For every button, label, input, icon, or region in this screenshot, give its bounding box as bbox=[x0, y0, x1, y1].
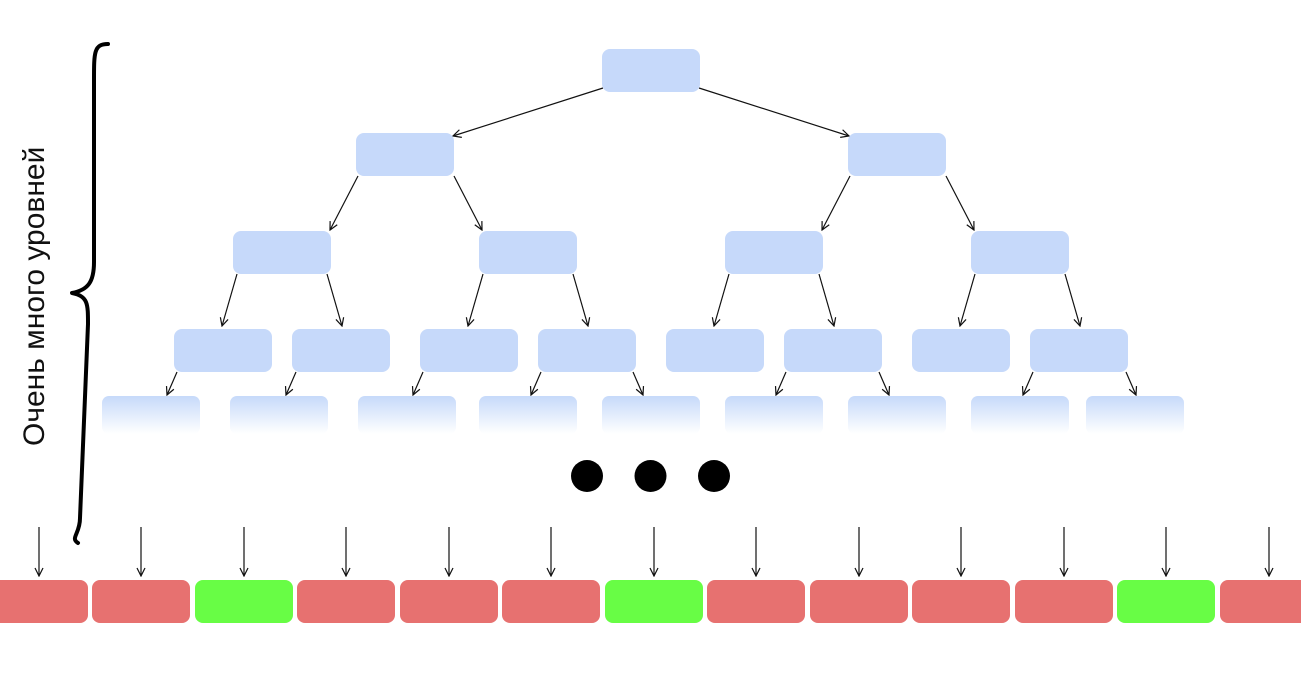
fading-node bbox=[725, 396, 823, 434]
tree-edge bbox=[822, 175, 851, 230]
ellipsis-dot bbox=[571, 460, 603, 492]
ellipsis-dot bbox=[698, 460, 730, 492]
leaf-arrows bbox=[39, 527, 1269, 576]
ellipsis-dot bbox=[634, 460, 667, 492]
leaf-negative bbox=[400, 580, 498, 623]
fading-node bbox=[102, 396, 200, 434]
leaf-negative bbox=[707, 580, 805, 623]
tree-edge bbox=[326, 273, 342, 326]
tree-nodes bbox=[174, 49, 1128, 372]
fading-node bbox=[971, 396, 1069, 434]
tree-edge-faded bbox=[632, 371, 643, 395]
tree-node bbox=[1030, 329, 1128, 372]
tree-node bbox=[174, 329, 272, 372]
tree-node bbox=[292, 329, 390, 372]
leaf-row bbox=[0, 580, 1301, 623]
tree-edge bbox=[468, 273, 484, 326]
leaf-positive bbox=[1117, 580, 1215, 623]
tree-edge bbox=[330, 175, 359, 230]
leaf-positive bbox=[605, 580, 703, 623]
tree-node bbox=[356, 133, 454, 176]
tree-edge-faded bbox=[531, 371, 542, 395]
tree-node bbox=[479, 231, 577, 274]
tree-node bbox=[912, 329, 1010, 372]
tree-edge bbox=[960, 273, 976, 326]
leaf-negative bbox=[1220, 580, 1301, 623]
tree-node bbox=[666, 329, 764, 372]
tree-edge bbox=[698, 87, 849, 136]
tree-node bbox=[602, 49, 700, 92]
leaf-negative bbox=[810, 580, 908, 623]
tree-node bbox=[784, 329, 882, 372]
leaf-negative bbox=[92, 580, 190, 623]
tree-edge bbox=[945, 175, 974, 230]
tree-edge bbox=[1064, 273, 1080, 326]
leaf-negative bbox=[1015, 580, 1113, 623]
tree-edge-faded bbox=[413, 371, 424, 395]
tree-edge-faded bbox=[286, 371, 297, 395]
leaf-negative bbox=[502, 580, 600, 623]
curly-brace-icon bbox=[70, 42, 110, 545]
tree-edges bbox=[167, 87, 1136, 395]
fading-node bbox=[602, 396, 700, 434]
tree-edge bbox=[453, 87, 604, 136]
tree-edge-faded bbox=[167, 371, 178, 395]
tree-node bbox=[420, 329, 518, 372]
tree-node bbox=[971, 231, 1069, 274]
tree-edge bbox=[818, 273, 834, 326]
tree-edge bbox=[714, 273, 730, 326]
tree-edge-faded bbox=[776, 371, 787, 395]
tree-node bbox=[233, 231, 331, 274]
levels-label: Очень много уровней bbox=[18, 147, 51, 446]
tree-edge bbox=[222, 273, 238, 326]
ellipsis bbox=[571, 460, 730, 492]
fading-node bbox=[1086, 396, 1184, 434]
tree-edge-faded bbox=[1125, 371, 1136, 395]
fading-node bbox=[479, 396, 577, 434]
tree-edge-faded bbox=[878, 371, 889, 395]
tree-edge bbox=[572, 273, 588, 326]
leaf-negative bbox=[297, 580, 395, 623]
tree-edge bbox=[453, 175, 482, 230]
leaf-positive bbox=[195, 580, 293, 623]
fading-node bbox=[848, 396, 946, 434]
leaf-negative bbox=[912, 580, 1010, 623]
fading-nodes bbox=[102, 396, 1184, 434]
tree-node bbox=[538, 329, 636, 372]
tree-node bbox=[848, 133, 946, 176]
tree-node bbox=[725, 231, 823, 274]
fading-node bbox=[358, 396, 456, 434]
tree-edge-faded bbox=[1023, 371, 1034, 395]
leaf-negative bbox=[0, 580, 88, 623]
fading-node bbox=[230, 396, 328, 434]
